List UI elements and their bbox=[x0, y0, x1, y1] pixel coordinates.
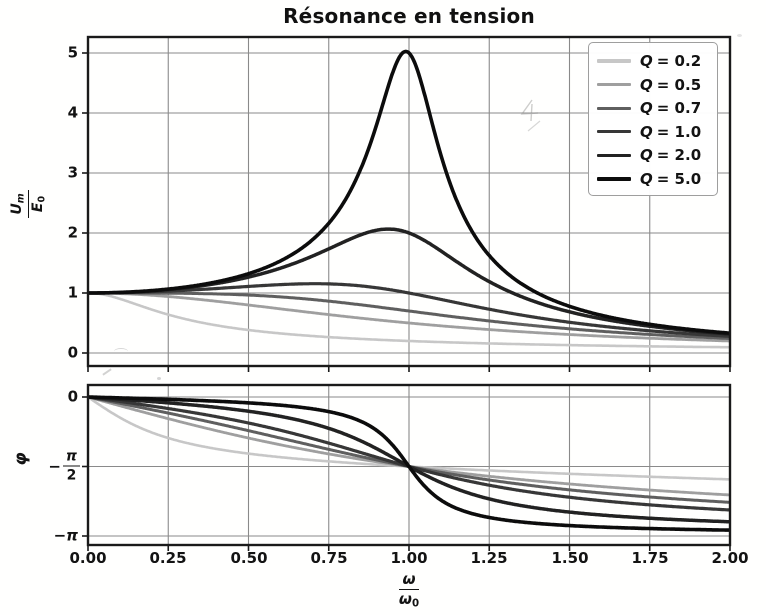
legend-entry-q20: Q = 2.0 bbox=[597, 144, 709, 166]
xtick-8: 2.00 bbox=[711, 549, 749, 567]
legend-line-sample bbox=[597, 177, 631, 181]
xtick-4: 1.00 bbox=[390, 549, 428, 567]
phase-ylabel: φ bbox=[11, 452, 31, 466]
phase-ytick-minus-pi: −π bbox=[53, 526, 78, 545]
legend-line-sample bbox=[597, 130, 631, 134]
legend-entry-q02: Q = 0.2 bbox=[597, 50, 709, 72]
phase-ytick-zero: 0 bbox=[67, 387, 78, 406]
minus-sign: − bbox=[48, 457, 61, 475]
xtick-7: 1.75 bbox=[631, 549, 669, 567]
scan-smudge bbox=[102, 368, 112, 376]
legend-entry-q10: Q = 1.0 bbox=[597, 121, 709, 143]
um-over-e0-fraction: Um E0 bbox=[9, 190, 47, 218]
scan-smudge bbox=[157, 377, 161, 380]
xtick-0: 0.00 bbox=[69, 549, 107, 567]
xtick-5: 1.25 bbox=[470, 549, 508, 567]
phase-plot-canvas bbox=[82, 383, 732, 551]
xtick-3: 0.75 bbox=[310, 549, 348, 567]
legend-line-sample bbox=[597, 59, 631, 63]
amplitude-ytick-5: 5 bbox=[67, 43, 78, 62]
phase-ytick-minus-pi-over-2: − π 2 bbox=[40, 450, 80, 483]
legend-entry-q07: Q = 0.7 bbox=[597, 97, 709, 119]
legend-line-sample bbox=[597, 153, 631, 158]
xtick-1: 0.25 bbox=[149, 549, 187, 567]
xlabel: ω ω0 bbox=[88, 572, 730, 610]
legend-line-sample bbox=[597, 106, 631, 110]
chart-title: Résonance en tension bbox=[283, 4, 535, 28]
legend-entry-q05: Q = 0.5 bbox=[597, 74, 709, 96]
legend-line-sample bbox=[597, 83, 631, 87]
amplitude-ytick-2: 2 bbox=[67, 223, 78, 242]
amplitude-ylabel: Um E0 bbox=[4, 178, 52, 230]
pi-over-2-fraction: π 2 bbox=[62, 450, 80, 483]
legend: Q = 0.2 Q = 0.5 Q = 0.7 Q = 1.0 Q = 2.0 Q = 5.… bbox=[588, 42, 718, 196]
amplitude-ytick-0: 0 bbox=[67, 343, 78, 362]
scan-smudge bbox=[737, 34, 742, 37]
amplitude-ytick-3: 3 bbox=[67, 163, 78, 182]
amplitude-ytick-1: 1 bbox=[67, 283, 78, 302]
legend-entry-q50: Q = 5.0 bbox=[597, 168, 709, 190]
amplitude-ytick-4: 4 bbox=[67, 103, 78, 122]
omega-over-omega0-fraction: ω ω0 bbox=[398, 570, 420, 610]
phase-axes bbox=[82, 383, 732, 551]
xtick-2: 0.50 bbox=[230, 549, 268, 567]
xtick-6: 1.50 bbox=[551, 549, 589, 567]
